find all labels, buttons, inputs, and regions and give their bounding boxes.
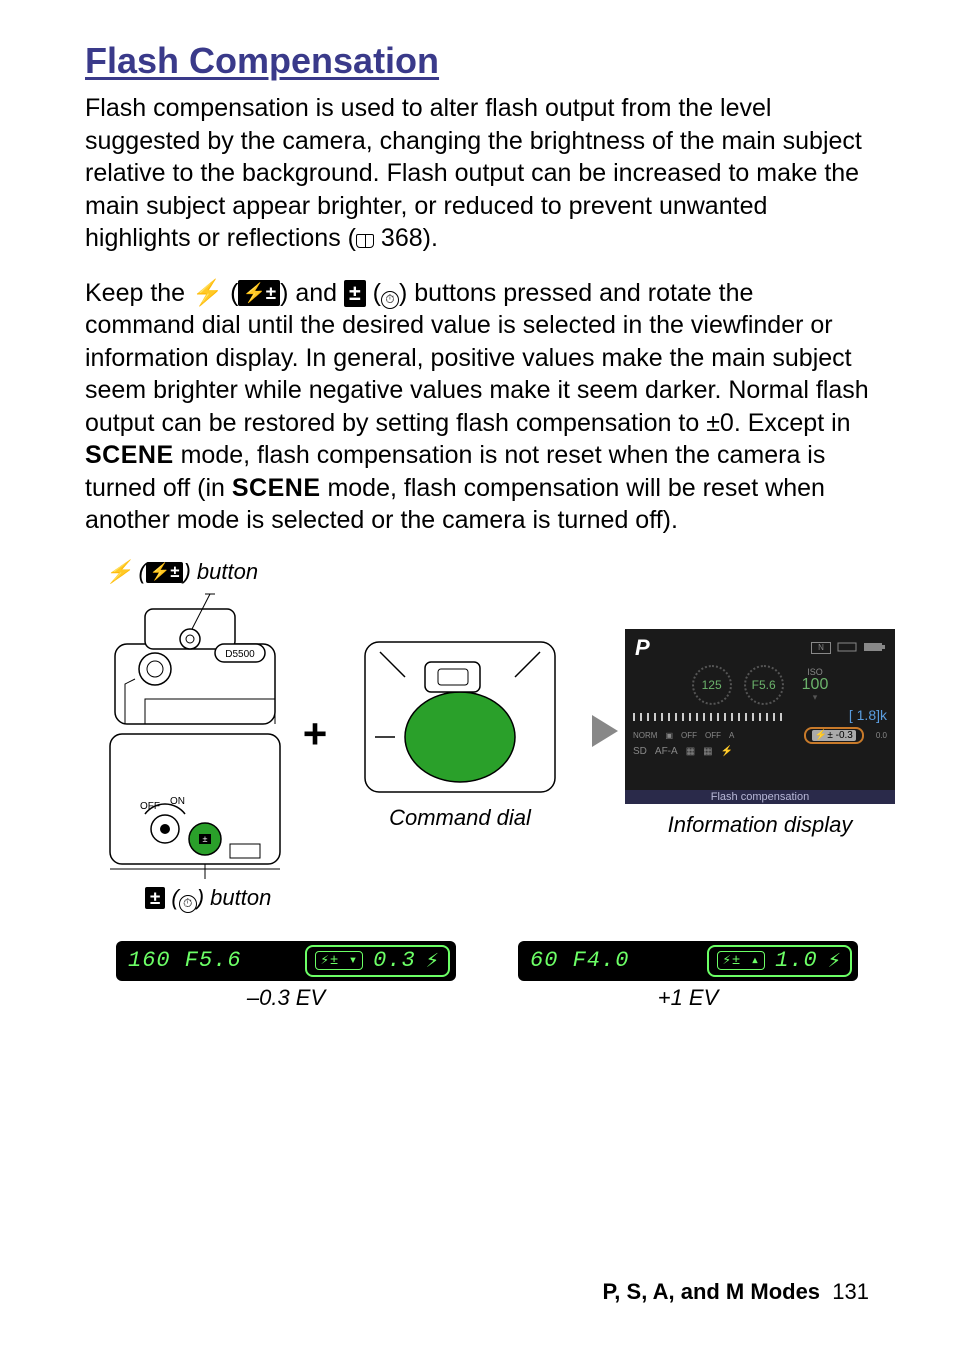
battery-icon (863, 642, 887, 652)
flash-button-label: ⚡ (⚡±) button (105, 559, 869, 585)
vf-left-comp-box: ⚡± ▾ 0.3 ⚡ (305, 945, 450, 977)
frames-remaining: [ 1.8]k (849, 707, 887, 723)
vf-right-shutter-aperture: 60 F4.0 (518, 948, 629, 973)
self-timer-icon-small: ⏱ (179, 895, 197, 913)
info-icons-row-2: SD AF-A ▦ ▦ ⚡ (625, 744, 895, 757)
footer-section: P, S, A, and M Modes (602, 1279, 820, 1304)
vf-left-value: 0.3 (373, 948, 416, 973)
vf-right-value: 1.0 (775, 948, 818, 973)
camera-model-text: D5500 (225, 649, 255, 660)
placeholder-icon-2: ▦ (686, 746, 695, 757)
vf-left-flash-icon: ⚡ (426, 948, 440, 974)
vf-right-caption: +1 EV (658, 985, 719, 1011)
p2-d: ( (366, 279, 381, 307)
scene-mode-1: SCENE (85, 441, 174, 469)
scale-ticks (633, 713, 785, 721)
paragraph-1-text: Flash compensation is used to alter flas… (85, 94, 862, 252)
aperture-dial: F5.6 (744, 665, 784, 705)
exposure-comp-button-label: ± (⏱) button (145, 885, 869, 913)
information-display-caption: Information display (668, 812, 853, 838)
info-top-icons: N (811, 642, 887, 654)
footer-page-number: 131 (832, 1279, 869, 1304)
information-display-cell: P N 125 F5.6 ISO 100 ▾ [ 1.8]k (625, 629, 895, 838)
camera-top-illustration: D5500 (105, 589, 285, 729)
viewfinder-example-left: 160 F5.6 ⚡± ▾ 0.3 ⚡ –0.3 EV (116, 941, 456, 1011)
self-timer-icon: ⏱ (381, 291, 399, 309)
wb-indicator: A (729, 731, 734, 740)
information-display: P N 125 F5.6 ISO 100 ▾ [ 1.8]k (625, 629, 895, 804)
figure-area: D5500 OFF ON ± + Comma (105, 589, 869, 879)
exposure-comp-icon-small: ± (145, 887, 165, 909)
flash-compensation-label-bar: Flash compensation (625, 790, 895, 804)
camera-back-illustration: OFF ON ± (105, 729, 285, 879)
paragraph-1: Flash compensation is used to alter flas… (85, 92, 869, 255)
info-top-row: P N (625, 629, 895, 663)
plus-symbol: + (295, 710, 335, 758)
page-footer: P, S, A, and M Modes 131 (602, 1279, 869, 1305)
shooting-mode-indicator: P (635, 635, 650, 661)
flash-comp-icon: ⚡± (238, 280, 280, 306)
vf-left-caption: –0.3 EV (247, 985, 325, 1011)
scene-mode-2: SCENE (232, 474, 321, 502)
command-dial-illustration (360, 637, 560, 797)
iso-value: 100 (802, 677, 829, 693)
placeholder-icon-1: ▣ (665, 731, 673, 740)
flash-icon-small: ⚡ (105, 559, 132, 585)
flash-comp-value: ⚡± -0.3 (812, 730, 856, 741)
shutter-dial: 125 (692, 665, 732, 705)
placeholder-icon-4: ⚡ (721, 746, 733, 757)
off-indicator-2: OFF (705, 731, 721, 740)
p2-a: Keep the (85, 279, 192, 307)
info-icons-row-1: NORM ▣ OFF OFF A ⚡± -0.3 0.0 (625, 727, 895, 744)
p2-b: ( (223, 279, 238, 307)
command-dial-caption: Command dial (389, 805, 531, 831)
viewfinder-example-right: 60 F4.0 ⚡± ▴ 1.0 ⚡ +1 EV (518, 941, 858, 1011)
section-title: Flash Compensation (85, 40, 869, 82)
iso-indicator: ISO 100 ▾ (802, 668, 829, 702)
flash-comp-highlight-box: ⚡± -0.3 (804, 727, 864, 744)
svg-text:±: ± (203, 834, 208, 844)
manual-ref-icon (356, 234, 374, 248)
viewfinder-strip-left: 160 F5.6 ⚡± ▾ 0.3 ⚡ (116, 941, 456, 981)
flash-button-word: button (191, 559, 258, 584)
paragraph-2: Keep the ⚡ (⚡±) and ± (⏱) buttons presse… (85, 277, 869, 537)
image-area-icon: N (811, 642, 831, 654)
viewfinder-strip-right: 60 F4.0 ⚡± ▴ 1.0 ⚡ (518, 941, 858, 981)
placeholder-icon-3: ▦ (703, 746, 712, 757)
page-ref: 368). (374, 224, 438, 252)
arrow-right-icon (590, 713, 620, 749)
card-indicator: SD (633, 746, 647, 757)
command-dial-cell: Command dial (335, 637, 585, 831)
exp-comp-value: 0.0 (876, 731, 887, 740)
vf-right-comp-box: ⚡± ▴ 1.0 ⚡ (707, 945, 852, 977)
vf-left-shutter-aperture: 160 F5.6 (116, 948, 242, 973)
p2-c: ) and (280, 279, 344, 307)
vf-left-comp-dir: ⚡± ▾ (315, 951, 363, 970)
viewfinder-examples-row: 160 F5.6 ⚡± ▾ 0.3 ⚡ –0.3 EV 60 F4.0 ⚡± ▴… (105, 941, 869, 1011)
vf-right-comp-dir: ⚡± ▴ (717, 951, 765, 970)
svg-text:OFF: OFF (140, 801, 160, 812)
quality-indicator: NORM (633, 731, 657, 740)
info-dials-row: 125 F5.6 ISO 100 ▾ (625, 665, 895, 705)
flash-comp-icon-small: ⚡± (146, 562, 184, 583)
vf-right-flash-icon: ⚡ (828, 948, 842, 974)
exposure-scale: [ 1.8]k (633, 707, 887, 727)
af-mode-indicator: AF-A (655, 746, 678, 757)
exposure-comp-button-word: button (204, 885, 271, 910)
arrow-right (585, 713, 625, 754)
off-indicator-1: OFF (681, 731, 697, 740)
exposure-comp-icon: ± (344, 280, 366, 308)
orientation-icon (837, 642, 857, 652)
flash-icon: ⚡ (192, 277, 223, 310)
